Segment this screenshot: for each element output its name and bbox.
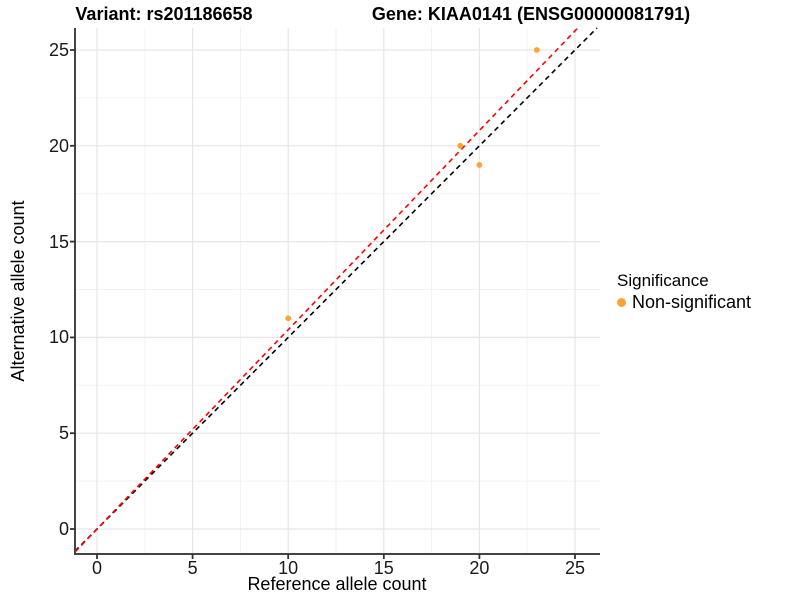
legend-item: Non-significant	[617, 292, 751, 312]
data-point	[285, 315, 292, 322]
x-tick-label: 15	[373, 558, 394, 578]
data-point	[533, 47, 540, 53]
y-tick-label: 5	[58, 423, 69, 444]
y-tick-label: 25	[48, 40, 69, 60]
y-tick-label: 10	[48, 327, 69, 348]
x-tick-label: 5	[187, 558, 198, 578]
legend-title: Significance	[617, 271, 709, 290]
plot-title-gene: Gene: KIAA0141 (ENSG00000081791)	[371, 4, 691, 24]
legend-key-dot-icon	[617, 297, 626, 307]
x-tick-label: 10	[278, 558, 299, 578]
x-tick-label: 0	[91, 558, 102, 578]
legend-items: Non-significant	[617, 292, 751, 312]
x-axis-title: Reference allele count	[247, 574, 427, 594]
plot-title-variant: Variant: rs201186658	[75, 4, 253, 24]
x-tick-label: 20	[469, 558, 490, 578]
y-tick-label: 20	[48, 135, 69, 156]
legend: Significance Non-significant	[617, 271, 751, 312]
identity-line	[74, 27, 598, 552]
data-point	[476, 162, 483, 168]
data-point	[457, 142, 464, 149]
x-tick-label: 25	[564, 558, 586, 578]
y-axis-title: Alternative allele count	[8, 200, 28, 382]
fit-line	[74, 27, 579, 553]
y-tick-label: 0	[58, 519, 69, 539]
y-tick-label: 15	[48, 231, 69, 252]
legend-item-label: Non-significant	[632, 292, 752, 312]
